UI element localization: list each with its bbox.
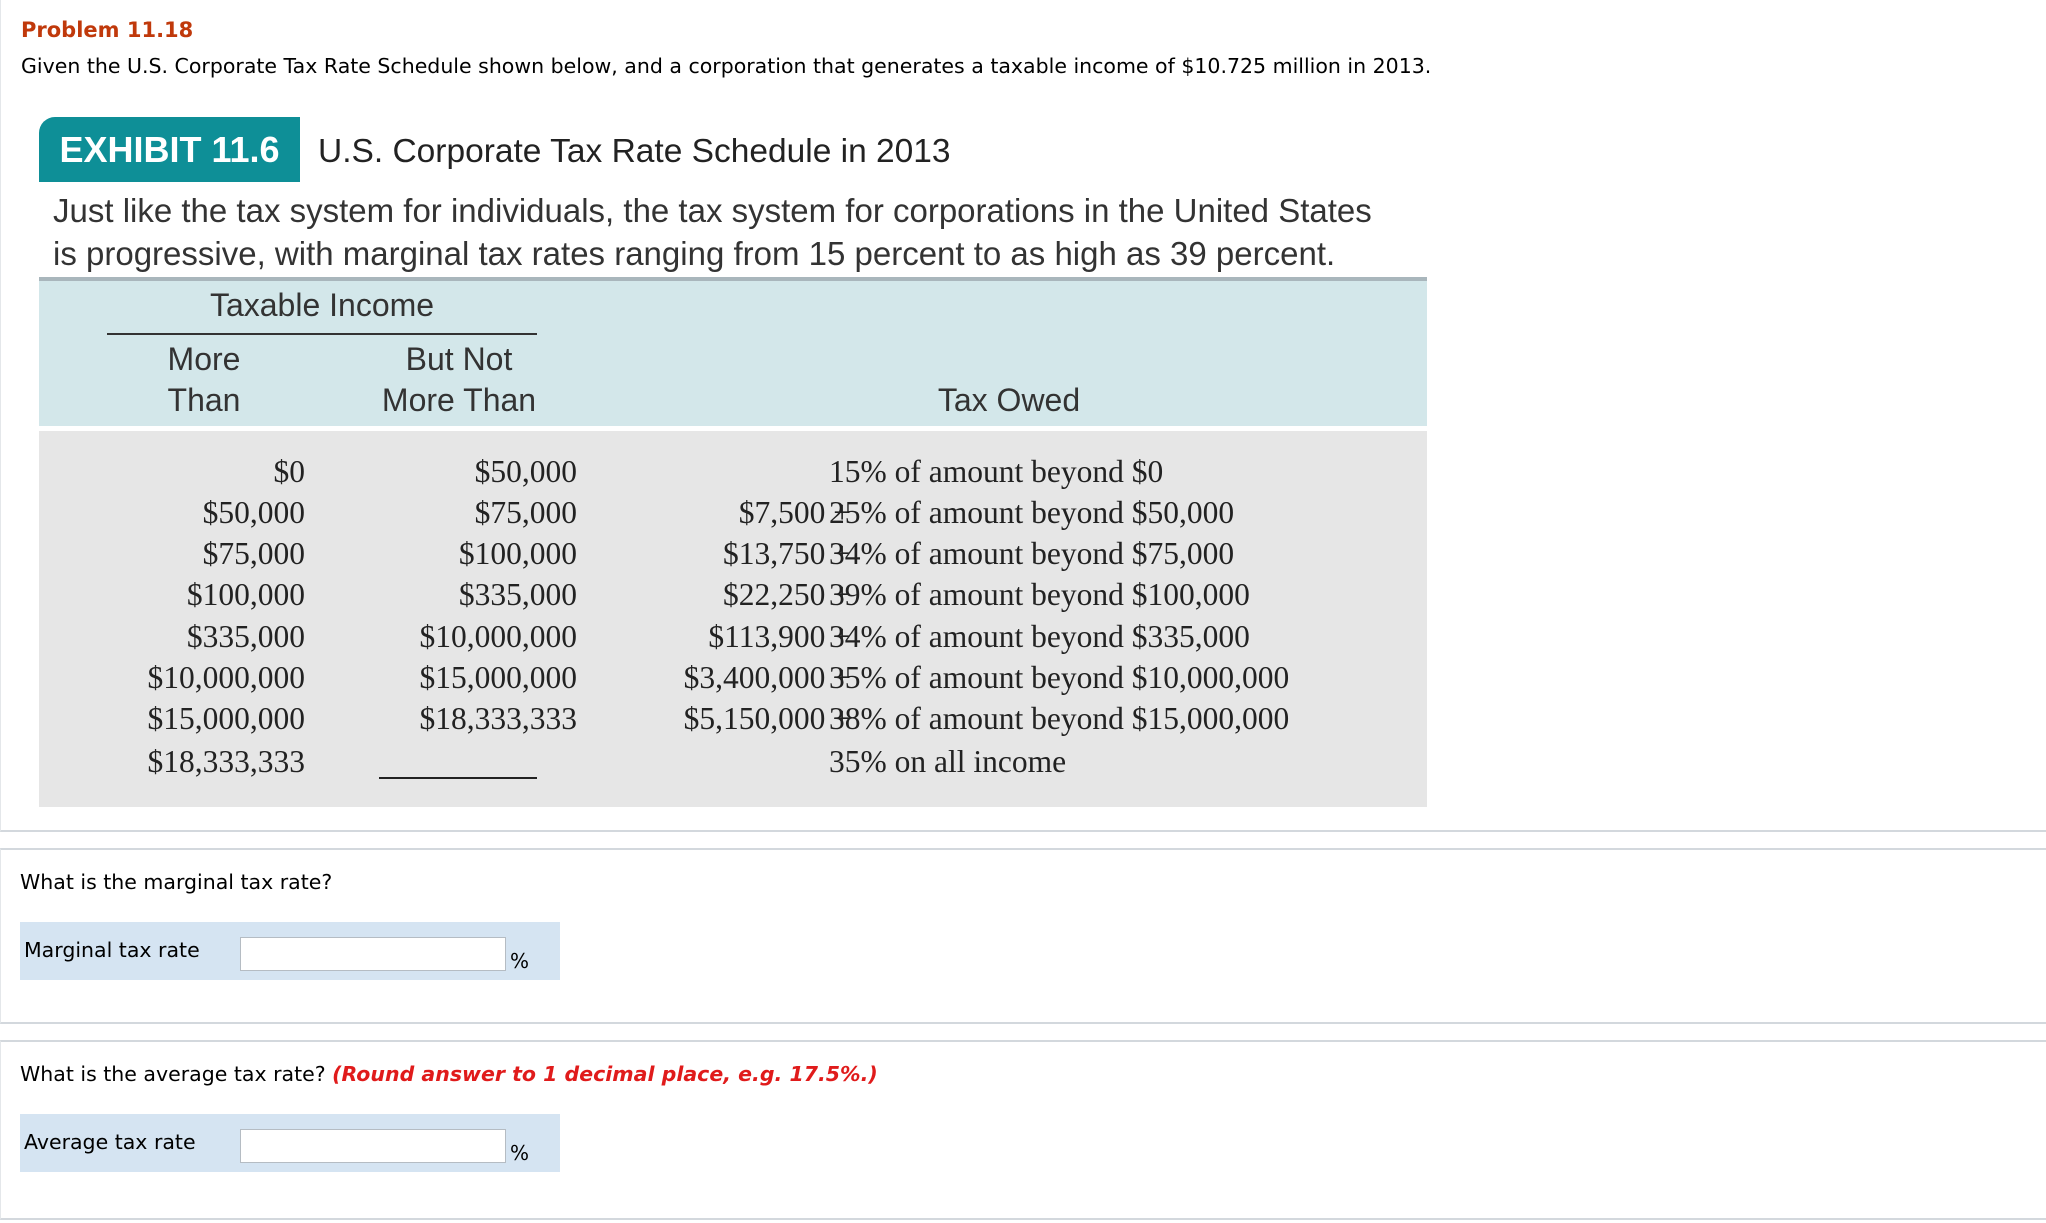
table-row: $100,000 $335,000 $22,250 + 39% of amoun…	[39, 577, 1427, 618]
tax-rule-cell: 34% of amount beyond $335,000	[829, 619, 1250, 654]
rounding-hint: (Round answer to 1 decimal place, e.g. 1…	[332, 1062, 878, 1086]
average-rate-question: What is the average tax rate? (Round ans…	[0, 1040, 2046, 1220]
tax-rule-cell: 25% of amount beyond $50,000	[829, 495, 1235, 530]
table-row: $10,000,000 $15,000,000 $3,400,000 + 35%…	[39, 660, 1427, 701]
tax-base-cell: $113,900 +	[708, 619, 851, 654]
tax-rule-cell: 35% of amount beyond $10,000,000	[829, 660, 1290, 695]
more-than-cell: $18,333,333	[147, 744, 306, 779]
table-row: $335,000 $10,000,000 $113,900 + 34% of a…	[39, 619, 1427, 660]
more-than-header-line: More	[167, 341, 241, 377]
table-header: Taxable Income More Than But Not More Th…	[39, 277, 1427, 426]
table-row: $75,000 $100,000 $13,750 + 34% of amount…	[39, 536, 1427, 577]
exhibit-badge: EXHIBIT 11.6	[39, 117, 300, 182]
marginal-rate-answer-row: Marginal tax rate %	[20, 922, 560, 980]
question-text: What is the marginal tax rate?	[20, 870, 333, 894]
average-rate-input[interactable]	[240, 1129, 506, 1163]
tax-base-cell: $22,250 +	[722, 577, 851, 612]
problem-title: Problem 11.18	[21, 18, 194, 42]
problem-section: Problem 11.18 Given the U.S. Corporate T…	[0, 0, 2046, 832]
tax-base-cell: $3,400,000 +	[683, 660, 851, 695]
marginal-rate-input[interactable]	[240, 937, 506, 971]
tax-base-cell: $7,500 +	[738, 495, 851, 530]
tax-schedule-table: $0 $50,000 15% of amount beyond $0 $50,0…	[39, 431, 1427, 807]
not-more-than-header-line: But Not	[405, 341, 513, 377]
taxable-income-header: Taxable Income	[209, 287, 435, 323]
table-row: $0 $50,000 15% of amount beyond $0	[39, 454, 1427, 495]
average-rate-label: Average tax rate	[24, 1130, 196, 1154]
more-than-header: More Than	[129, 339, 279, 421]
exhibit-description: Just like the tax system for individuals…	[53, 189, 1372, 275]
question-prompt: What is the average tax rate?	[20, 1062, 326, 1086]
more-than-header-line: Than	[167, 382, 241, 418]
table-row: $18,333,333 35% on all income	[39, 744, 1427, 785]
more-than-cell: $100,000	[186, 577, 305, 612]
not-more-than-cell: $50,000	[474, 454, 577, 489]
exhibit-description-line: is progressive, with marginal tax rates …	[53, 235, 1336, 272]
tax-rule-cell: 34% of amount beyond $75,000	[829, 536, 1235, 571]
not-more-than-header: But Not More Than	[359, 339, 559, 421]
tax-rule-cell: 38% of amount beyond $15,000,000	[829, 701, 1290, 736]
not-more-than-cell: $335,000	[458, 577, 577, 612]
more-than-cell: $0	[273, 454, 306, 489]
more-than-cell: $15,000,000	[147, 701, 306, 736]
not-more-than-cell: $100,000	[458, 536, 577, 571]
tax-rule-cell: 15% of amount beyond $0	[829, 454, 1164, 489]
marginal-rate-question: What is the marginal tax rate? Marginal …	[0, 848, 2046, 1024]
average-rate-answer-row: Average tax rate %	[20, 1114, 560, 1172]
exhibit-title: U.S. Corporate Tax Rate Schedule in 2013	[318, 133, 951, 170]
not-more-than-cell: $18,333,333	[419, 701, 578, 736]
table-row: $15,000,000 $18,333,333 $5,150,000 + 38%…	[39, 701, 1427, 742]
percent-unit: %	[510, 949, 530, 973]
header-divider	[107, 333, 537, 335]
no-upper-limit-dash	[379, 777, 537, 779]
not-more-than-cell: $75,000	[474, 495, 577, 530]
exhibit-description-line: Just like the tax system for individuals…	[53, 192, 1372, 229]
more-than-cell: $10,000,000	[147, 660, 306, 695]
tax-base-cell: $13,750 +	[722, 536, 851, 571]
tax-owed-header: Tax Owed	[937, 382, 1081, 418]
more-than-cell: $75,000	[202, 536, 305, 571]
table-row: $50,000 $75,000 $7,500 + 25% of amount b…	[39, 495, 1427, 536]
not-more-than-header-line: More Than	[381, 382, 537, 418]
tax-rule-cell: 39% of amount beyond $100,000	[829, 577, 1250, 612]
tax-base-cell: $5,150,000 +	[683, 701, 851, 736]
exhibit-figure: EXHIBIT 11.6 U.S. Corporate Tax Rate Sch…	[39, 117, 1429, 807]
marginal-rate-label: Marginal tax rate	[24, 938, 200, 962]
tax-rule-cell: 35% on all income	[829, 744, 1067, 779]
not-more-than-cell: $10,000,000	[419, 619, 578, 654]
not-more-than-cell: $15,000,000	[419, 660, 578, 695]
percent-unit: %	[510, 1141, 530, 1165]
more-than-cell: $50,000	[202, 495, 305, 530]
problem-intro: Given the U.S. Corporate Tax Rate Schedu…	[21, 54, 1432, 78]
more-than-cell: $335,000	[186, 619, 305, 654]
question-text: What is the average tax rate? (Round ans…	[20, 1062, 878, 1086]
